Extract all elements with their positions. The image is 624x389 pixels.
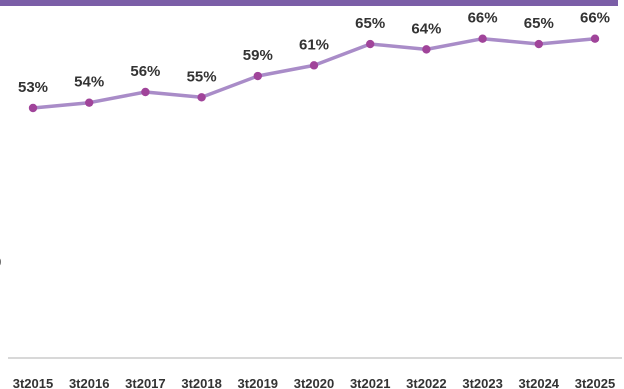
data-label: 59% (243, 47, 273, 64)
data-label: 65% (524, 15, 554, 32)
data-label: 65% (355, 15, 385, 32)
data-label: 54% (74, 74, 104, 91)
data-point (590, 34, 600, 43)
x-tick-label: 3t2017 (125, 376, 165, 389)
top-accent-bar (0, 0, 618, 6)
x-tick-label: 3t2019 (238, 376, 278, 389)
data-label: 56% (130, 63, 160, 80)
data-label: 53% (18, 79, 48, 96)
data-label: 55% (187, 68, 217, 85)
data-point (85, 98, 94, 107)
x-tick-label: 3t2018 (181, 376, 221, 389)
data-point (478, 34, 487, 43)
data-label: 61% (299, 36, 329, 53)
x-tick-label: 3t2020 (294, 376, 334, 389)
data-point (253, 71, 262, 81)
x-tick-label: 3t2022 (406, 376, 446, 389)
x-tick-label: 3t2023 (462, 376, 502, 389)
data-point (28, 103, 38, 113)
partial-axis-label: 0 (0, 254, 1, 271)
data-point (534, 39, 543, 49)
x-tick-label: 3t2025 (575, 376, 615, 389)
data-point (309, 61, 319, 70)
data-point (197, 93, 206, 102)
x-tick-label: 3t2016 (69, 376, 109, 389)
x-tick-label: 3t2024 (519, 376, 560, 389)
data-point (422, 45, 431, 54)
data-point (366, 39, 375, 49)
x-tick-label: 3t2015 (13, 376, 53, 389)
data-point (141, 87, 150, 97)
data-label: 66% (468, 10, 498, 27)
x-tick-label: 3t2021 (350, 376, 390, 389)
data-label: 66% (580, 10, 610, 27)
data-label: 64% (411, 20, 441, 37)
